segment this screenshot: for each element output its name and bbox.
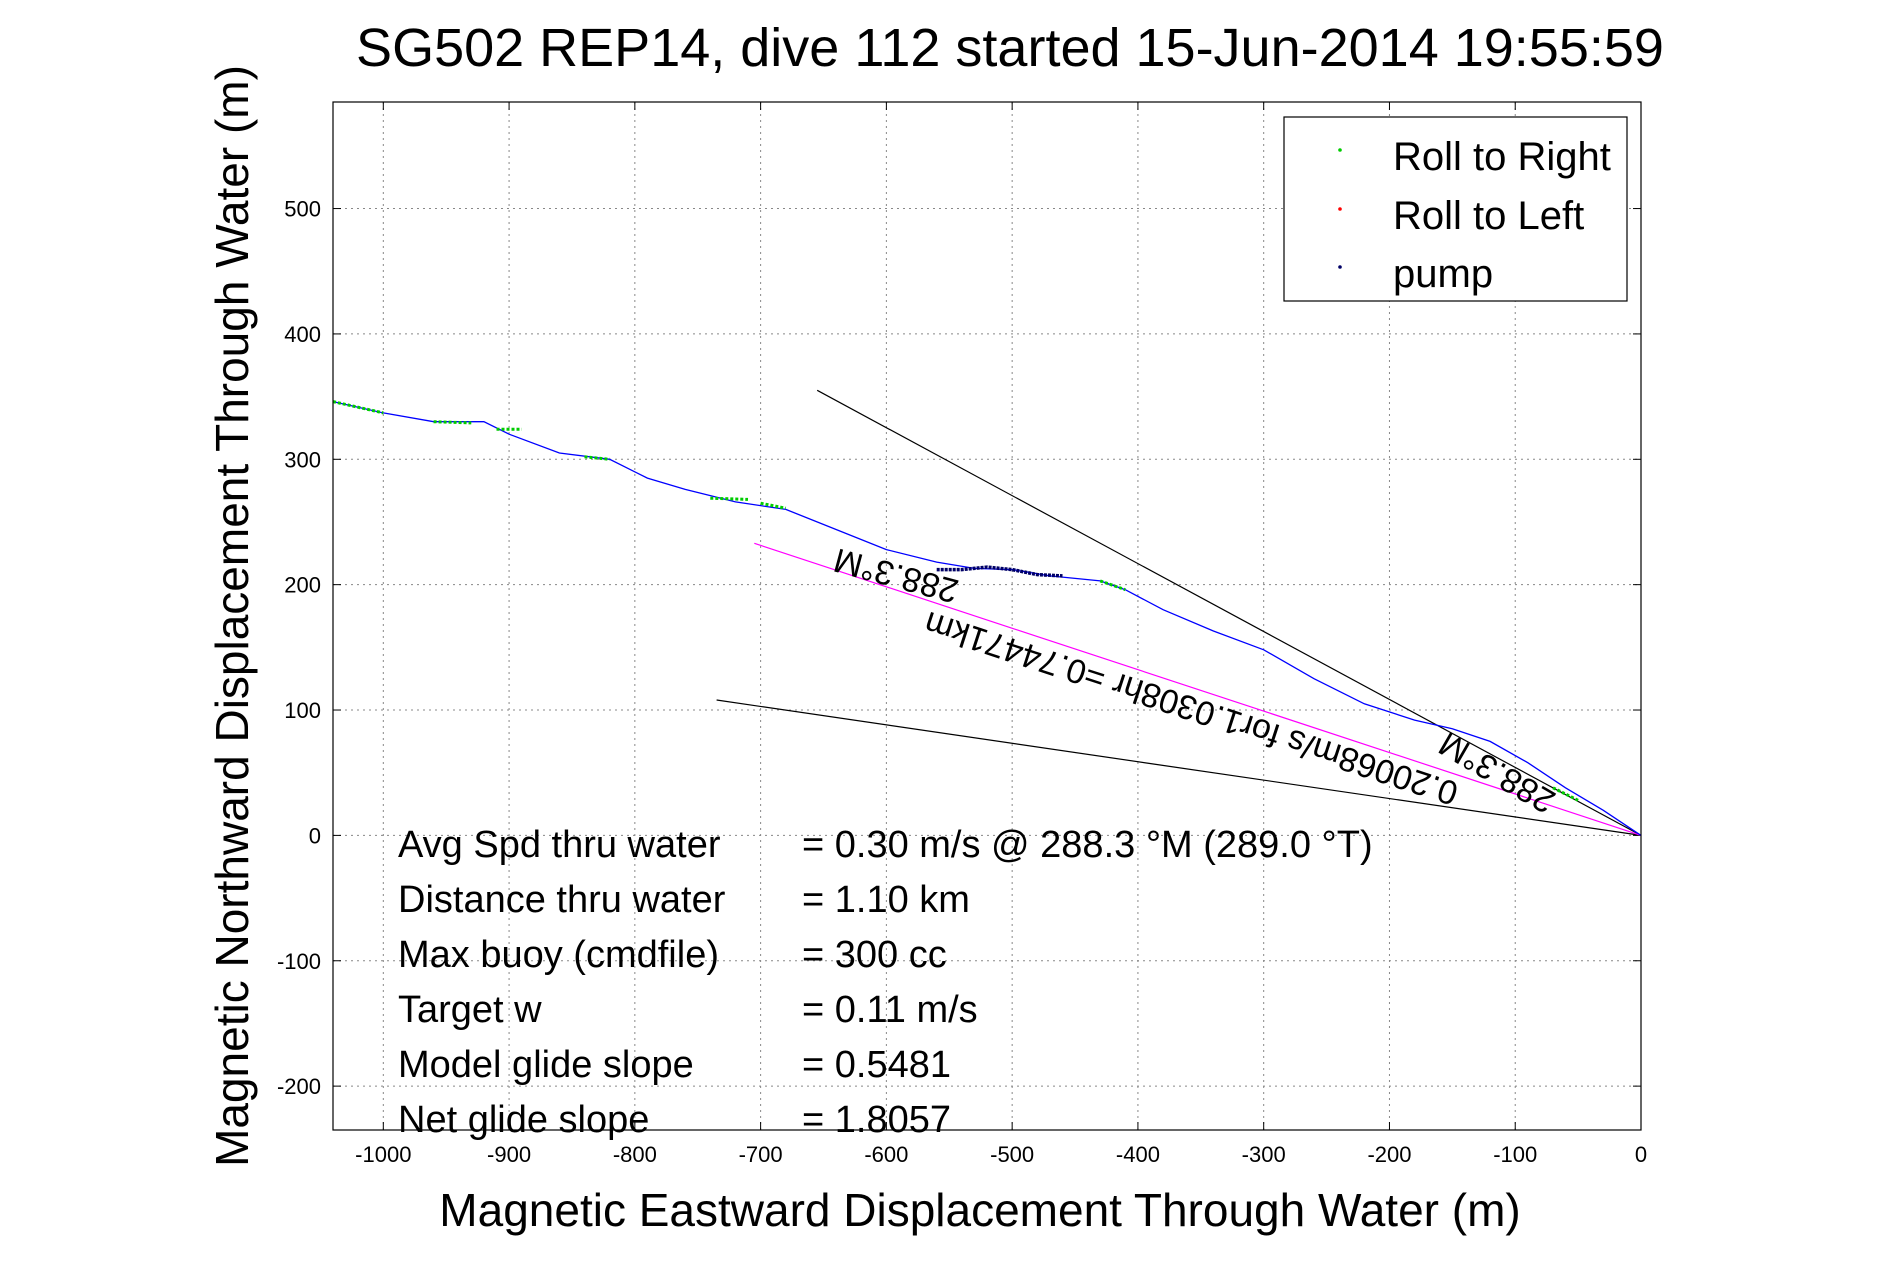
- reference-line-0: [816, 389, 1642, 836]
- y-tick-label: -100: [277, 949, 321, 974]
- stat-value-max-buoy: = 300 cc: [802, 934, 947, 976]
- stat-value-distance: = 1.10 km: [802, 879, 970, 921]
- grid-lines: [333, 102, 1642, 1130]
- legend-label-pump: pump: [1393, 252, 1493, 296]
- glider-track: [332, 400, 1642, 836]
- data-layer: [332, 389, 1642, 836]
- legend-marker-roll-right: [1338, 148, 1342, 152]
- x-tick-label: -1000: [355, 1142, 411, 1167]
- stat-value-model-glide: = 0.5481: [802, 1044, 951, 1086]
- x-tick-label: -900: [487, 1142, 531, 1167]
- x-tick-label: -100: [1493, 1142, 1537, 1167]
- stat-value-target-w: = 0.11 m/s: [802, 989, 978, 1031]
- y-tick-label: 300: [284, 447, 321, 472]
- y-tick-label: 500: [284, 197, 321, 222]
- x-tick-label: -300: [1242, 1142, 1286, 1167]
- roll-right-segment: [332, 400, 384, 415]
- stat-label-net-glide: Net glide slope: [398, 1099, 649, 1141]
- legend: Roll to Right Roll to Left pump: [1283, 116, 1628, 302]
- plot-frame: [332, 101, 1642, 1131]
- legend-marker-roll-left: [1338, 207, 1342, 211]
- x-tick-label: 0: [1635, 1142, 1647, 1167]
- dive-statistics: Avg Spd thru water = 0.30 m/s @ 288.3 °M…: [398, 824, 1373, 1141]
- stat-label-target-w: Target w: [398, 989, 542, 1031]
- tick-labels: -1000 -900 -800 -700 -600 -500 -400 -300 -200 -10…: [277, 197, 1647, 1167]
- stat-label-distance: Distance thru water: [398, 879, 726, 921]
- y-axis-title: Magnetic Northward Displacement Through …: [206, 65, 258, 1167]
- y-tick-label: 400: [284, 322, 321, 347]
- x-tick-label: -800: [613, 1142, 657, 1167]
- y-tick-label: 100: [284, 698, 321, 723]
- pump-segment: [936, 565, 1063, 578]
- stat-value-avg-speed: = 0.30 m/s @ 288.3 °M (289.0 °T): [802, 824, 1373, 866]
- y-tick-label: 200: [284, 573, 321, 598]
- x-axis-title: Magnetic Eastward Displacement Through W…: [439, 1184, 1520, 1236]
- chart-title: SG502 REP14, dive 112 started 15-Jun-201…: [356, 18, 1664, 78]
- roll-right-segment: [710, 496, 749, 501]
- stat-label-avg-speed: Avg Spd thru water: [398, 824, 721, 866]
- legend-label-roll-left: Roll to Left: [1393, 194, 1584, 238]
- x-tick-label: -500: [990, 1142, 1034, 1167]
- x-tick-label: -700: [739, 1142, 783, 1167]
- stat-value-net-glide: = 1.8057: [802, 1099, 951, 1141]
- roll-right-segment: [1099, 579, 1126, 592]
- legend-label-roll-right: Roll to Right: [1393, 135, 1611, 179]
- x-tick-label: -400: [1116, 1142, 1160, 1167]
- reference-line-1: [716, 699, 1642, 836]
- y-tick-label: 0: [309, 823, 321, 848]
- roll-right-segment: [760, 501, 787, 510]
- roll-right-segment: [433, 420, 472, 425]
- x-tick-label: -600: [864, 1142, 908, 1167]
- legend-marker-pump: [1338, 265, 1342, 269]
- y-tick-label: -200: [277, 1074, 321, 1099]
- roll-right-segment: [584, 455, 610, 461]
- reference-line-2: [754, 542, 1642, 836]
- stat-label-max-buoy: Max buoy (cmdfile): [398, 934, 719, 976]
- stat-label-model-glide: Model glide slope: [398, 1044, 694, 1086]
- x-tick-label: -200: [1367, 1142, 1411, 1167]
